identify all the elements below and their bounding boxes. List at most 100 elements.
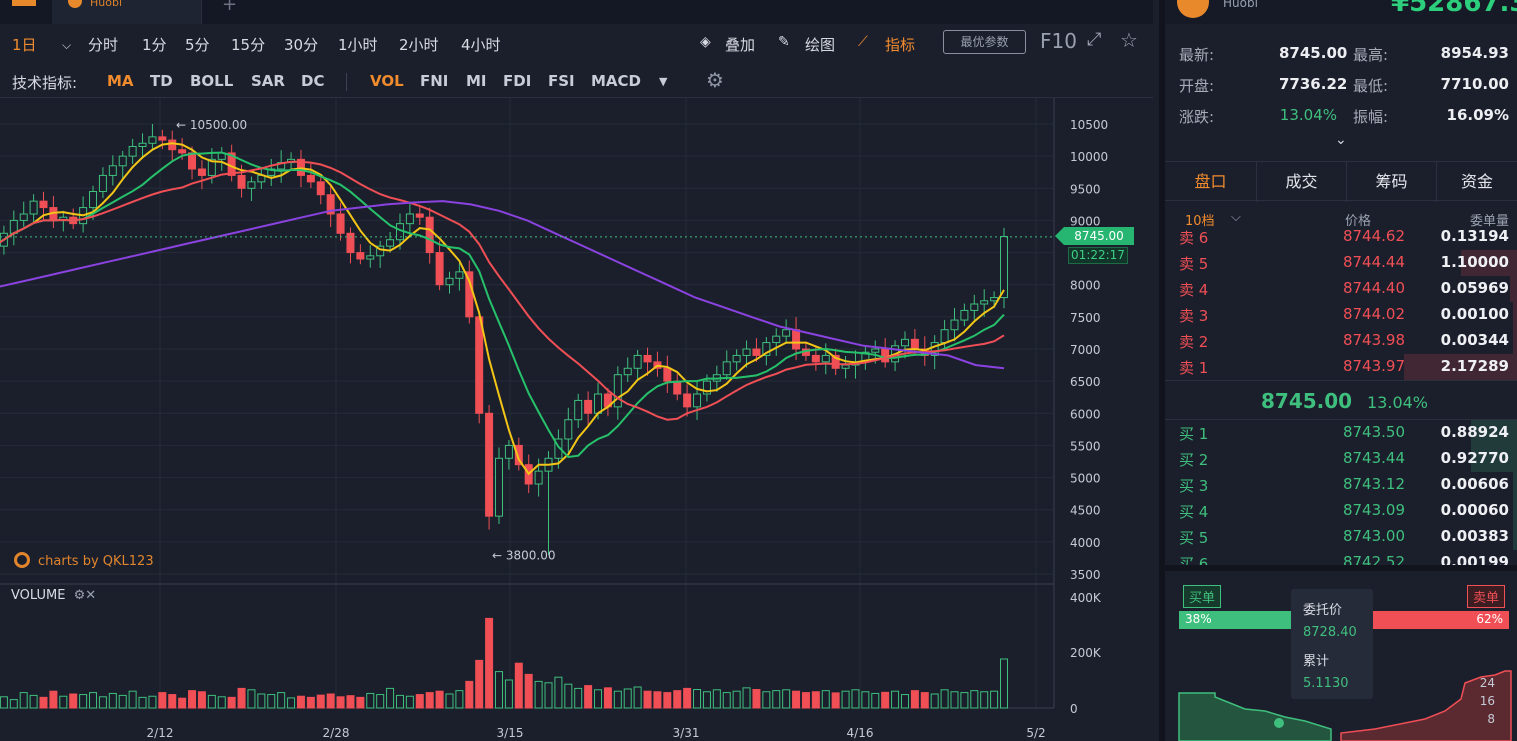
y-tick-label: 4500 [1070,504,1101,518]
tab-chips[interactable]: 筹码 [1347,162,1437,202]
period-5m[interactable]: 5分 [185,36,210,54]
depth-chart[interactable]: 买单 卖单 38% 62% 委托价 8728.40 累计 5.1130 24 1… [1165,565,1517,741]
depth-bar [1513,328,1517,354]
qkl-logo-icon [14,552,30,568]
period-1m[interactable]: 1分 [142,36,167,54]
volume-bar [405,695,414,709]
bid-row[interactable]: 买 5 8743.00 0.00383 [1165,524,1517,550]
volume-bar [59,695,68,709]
chevron-down-icon[interactable]: ⌵ [62,38,72,52]
ind-macd[interactable]: MACD [591,72,641,90]
ind-td[interactable]: TD [150,72,173,90]
ind-sar[interactable]: SAR [251,72,285,90]
ask-row[interactable]: 卖 1 8743.97 2.17289 [1165,354,1517,380]
add-tab-button[interactable]: + [222,0,238,15]
candle-body [574,399,583,421]
candle-body [29,200,38,215]
ind-dc[interactable]: DC [301,72,325,90]
caret-down-icon[interactable]: ▼ [659,75,668,88]
gear-icon[interactable]: ⚙ [706,68,724,92]
depth-select[interactable]: 10档 [1185,214,1215,229]
ask-row[interactable]: 卖 4 8744.40 0.05969 [1165,276,1517,302]
gear-icon[interactable]: ⚙ [73,588,86,603]
draw-button[interactable]: 绘图 [805,36,836,54]
depth-y-tick: 24 [1479,676,1495,690]
ind-mi[interactable]: MI [466,72,487,90]
ind-fdi[interactable]: FDI [503,72,532,90]
star-icon[interactable]: ☆ [1120,28,1138,52]
ask-row[interactable]: 卖 5 8744.44 1.10000 [1165,250,1517,276]
candle-body [366,255,375,260]
chevron-down-icon[interactable]: ⌵ [1231,210,1241,225]
exchange-tab[interactable]: Huobi [52,0,202,24]
period-30m[interactable]: 30分 [284,36,319,54]
fullscreen-icon[interactable]: ⤢ [1087,29,1102,50]
candle-body [782,329,791,337]
bid-row[interactable]: 买 3 8743.12 0.00606 [1165,472,1517,498]
candle-body [930,342,939,356]
volume-bar [415,694,424,709]
candle-body [247,181,256,189]
ask-row[interactable]: 卖 2 8743.98 0.00344 [1165,328,1517,354]
tab-orderbook[interactable]: 盘口 [1165,162,1257,202]
volume-bar [49,690,58,709]
close-icon[interactable]: ✕ [85,588,97,603]
ask-row[interactable]: 卖 3 8744.02 0.00100 [1165,302,1517,328]
ind-ma[interactable]: MA [107,72,134,90]
indicator-label: 技术指标: [12,74,78,92]
stat-change-value: 13.04% [1279,106,1337,124]
period-4h[interactable]: 4小时 [461,36,501,54]
stat-high-value: 8954.93 [1440,44,1509,62]
ask-row[interactable]: 卖 6 8744.62 0.13194 [1165,224,1517,250]
exchange-tab-label: Huobi [90,0,123,9]
stat-latest-value: 8745.00 [1279,44,1348,62]
bid-row[interactable]: 买 1 8743.50 0.88924 [1165,420,1517,446]
bid-row[interactable]: 买 4 8743.09 0.00060 [1165,498,1517,524]
f10-button[interactable]: F10 [1040,29,1077,53]
period-fenshi[interactable]: 分时 [88,36,119,54]
ind-boll[interactable]: BOLL [190,72,234,90]
volume-bar [465,680,474,709]
period-1h[interactable]: 1小时 [338,36,378,54]
volume-bar [970,690,979,709]
ind-fni[interactable]: FNI [420,72,449,90]
volume-bar [445,693,454,709]
period-selected[interactable]: 1日 [12,36,37,54]
period-toolbar: 1日 ⌵ 分时 1分 5分 15分 30分 1小时 2小时 4小时 ◈ 叠加 ✎… [0,28,1153,60]
best-params-button[interactable]: 最优参数 [943,30,1026,54]
candle-body [475,316,484,414]
volume-bar [811,691,820,709]
level-label: 卖 5 [1179,255,1209,273]
volume-label-text: VOLUME [11,588,66,603]
overlay-button[interactable]: 叠加 [725,36,756,54]
candle-body [871,348,880,353]
candle-body [188,152,197,170]
bid-row[interactable]: 买 2 8743.44 0.92770 [1165,446,1517,472]
ind-fsi[interactable]: FSI [548,72,575,90]
level-label: 买 1 [1179,425,1209,443]
stat-low: 最低: [1353,77,1389,95]
period-15m[interactable]: 15分 [231,36,266,54]
tab-trades[interactable]: 成交 [1257,162,1347,202]
level-label: 卖 2 [1179,333,1209,351]
candle-body [702,380,711,395]
candle-body [990,297,999,302]
level-amount: 0.00606 [1440,475,1509,493]
level-price: 8743.50 [1342,423,1405,441]
volume-pane-label: VOLUME ⚙✕ [11,588,96,603]
volume-bar [267,694,276,709]
volume-bar [990,690,999,709]
volume-bar [792,690,801,709]
tab-funds[interactable]: 资金 [1460,172,1493,191]
candle-body [455,271,464,279]
expand-chevron-icon[interactable]: ⌄ [1335,132,1347,148]
volume-bar [930,693,939,709]
ticker-header: Huobi ¥52867.36 [1165,0,1517,24]
volume-bar [425,692,434,709]
ind-vol[interactable]: VOL [370,72,404,90]
volume-bar [197,691,206,709]
indicator-button[interactable]: 指标 [885,36,916,54]
level-price: 8743.12 [1342,475,1405,493]
candlestick-chart[interactable]: 1050010000950090008500800075007000650060… [0,98,1153,741]
period-2h[interactable]: 2小时 [399,36,439,54]
